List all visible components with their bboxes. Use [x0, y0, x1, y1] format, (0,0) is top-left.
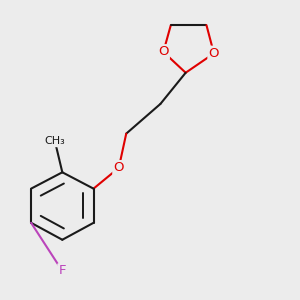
- Text: CH₃: CH₃: [44, 136, 65, 146]
- Text: O: O: [158, 45, 169, 58]
- Text: F: F: [58, 265, 66, 278]
- Text: O: O: [113, 161, 124, 174]
- Text: O: O: [209, 47, 219, 60]
